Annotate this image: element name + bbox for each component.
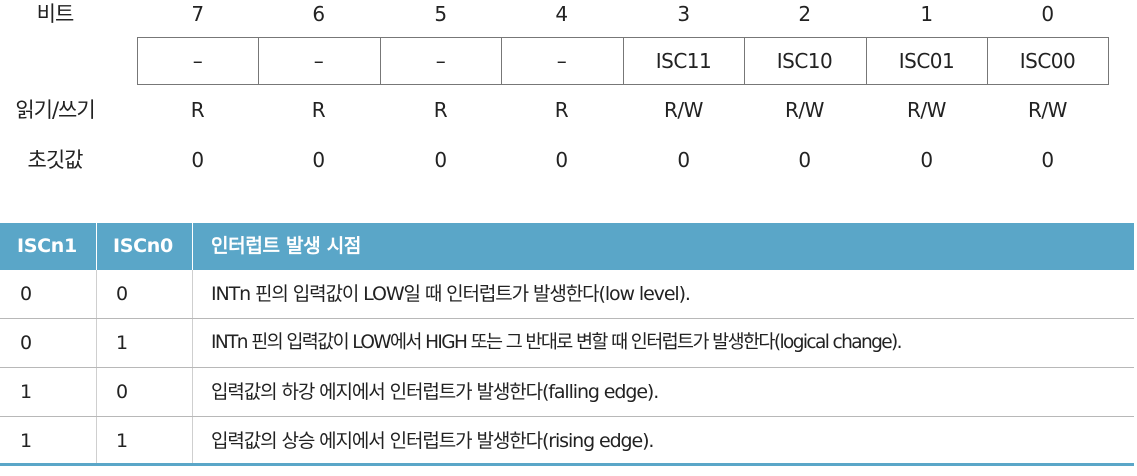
access-value: R [554,98,569,122]
column-divider [96,270,97,318]
column-divider [192,270,193,318]
initial-value: 0 [920,148,933,172]
interrupt-description: 입력값의 상승 에지에서 인터럽트가 발생한다(rising edge). [211,430,654,452]
header-iscn0: ISCn0 [113,235,173,257]
iscn1-value: 0 [20,283,33,305]
bit-number: 4 [555,2,568,26]
iscn0-value: 0 [116,381,129,403]
initial-value: 0 [191,148,204,172]
read-write-row: 읽기/쓰기 R R R R R/W R/W R/W R/W [0,86,1137,134]
bit-name: – [556,49,567,73]
cell-divider [744,38,745,84]
header-divider [192,223,193,270]
column-divider [192,368,193,416]
column-divider [96,319,97,367]
header-divider [96,223,97,270]
initial-value: 0 [798,148,811,172]
access-value: R/W [1028,98,1067,122]
bit-label: 비트 [36,2,75,26]
bit-name-box [137,37,1109,85]
table-row: 0 0 INTn 핀의 입력값이 LOW일 때 인터럽트가 발생한다(low l… [0,270,1134,319]
bit-number: 0 [1041,2,1054,26]
bit-name: – [313,49,324,73]
bit-name: ISC00 [1019,49,1076,73]
iscn0-value: 0 [116,283,129,305]
iscn1-value: 1 [20,381,33,403]
bit-name: – [192,49,203,73]
interrupt-description: INTn 핀의 입력값이 LOW일 때 인터럽트가 발생한다(low level… [211,283,691,305]
cell-divider [866,38,867,84]
bit-number: 6 [312,2,325,26]
initial-value: 0 [555,148,568,172]
access-value: R/W [907,98,946,122]
cell-divider [623,38,624,84]
iscn0-value: 1 [116,332,129,354]
cell-divider [987,38,988,84]
initial-value: 0 [434,148,447,172]
bit-number: 7 [191,2,204,26]
access-value: R/W [664,98,703,122]
bit-number-row: 비트 7 6 5 4 3 2 1 0 [0,0,1137,38]
bit-number: 3 [677,2,690,26]
initial-value: 0 [1041,148,1054,172]
header-interrupt-timing: 인터럽트 발생 시점 [211,235,362,257]
initial-value: 0 [677,148,690,172]
iscn1-value: 0 [20,332,33,354]
bit-number: 2 [798,2,811,26]
table-row: 1 0 입력값의 하강 에지에서 인터럽트가 발생한다(falling edge… [0,368,1134,417]
cell-divider [380,38,381,84]
table-row: 0 1 INTn 핀의 입력값이 LOW에서 HIGH 또는 그 반대로 변할 … [0,319,1134,368]
column-divider [96,368,97,416]
register-table: 비트 7 6 5 4 3 2 1 0 – – – – ISC11 ISC10 I… [0,0,1137,190]
table-row: 1 1 입력값의 상승 에지에서 인터럽트가 발생한다(rising edge)… [0,417,1134,466]
bit-number: 5 [434,2,447,26]
initial-value: 0 [312,148,325,172]
cell-divider [501,38,502,84]
column-divider [192,319,193,367]
cell-divider [258,38,259,84]
initial-value-row: 초깃값 0 0 0 0 0 0 0 0 [0,136,1137,184]
column-divider [96,417,97,463]
interrupt-description: 입력값의 하강 에지에서 인터럽트가 발생한다(falling edge). [211,381,659,403]
access-value: R [311,98,326,122]
bit-name: – [435,49,446,73]
bit-name: ISC01 [898,49,955,73]
bit-name-row: – – – – ISC11 ISC10 ISC01 ISC00 [0,37,1137,85]
iscn1-value: 1 [20,430,33,452]
access-value: R [433,98,448,122]
iscn0-value: 1 [116,430,129,452]
header-iscn1: ISCn1 [17,235,77,257]
read-write-label: 읽기/쓰기 [15,98,95,122]
column-divider [192,417,193,463]
bit-number: 1 [920,2,933,26]
initial-value-label: 초깃값 [27,148,84,172]
bit-name: ISC11 [655,49,712,73]
access-value: R [190,98,205,122]
bit-name: ISC10 [776,49,833,73]
interrupt-description: INTn 핀의 입력값이 LOW에서 HIGH 또는 그 반대로 변할 때 인터… [211,332,903,353]
access-value: R/W [785,98,824,122]
table-header: ISCn1 ISCn0 인터럽트 발생 시점 [0,223,1134,270]
